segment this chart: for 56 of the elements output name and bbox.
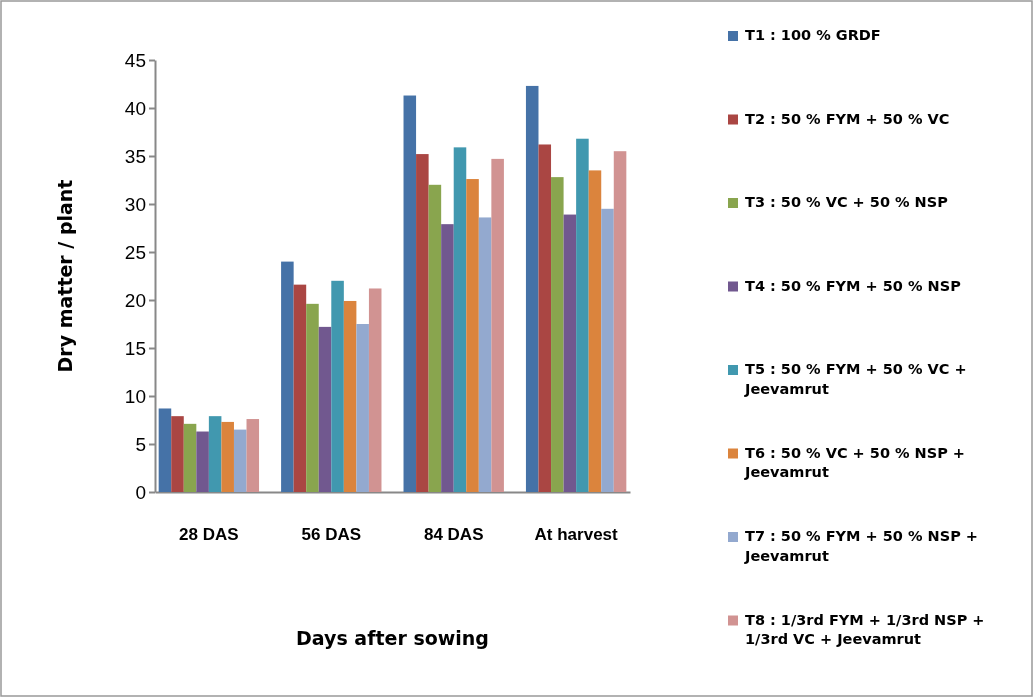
x-tick-label: 28 DAS — [179, 525, 239, 544]
bar — [613, 151, 627, 492]
bar — [368, 288, 382, 492]
x-tick-label: 84 DAS — [423, 525, 484, 544]
bar — [246, 419, 260, 492]
bar — [306, 303, 319, 492]
legend-label: T4 : 50 % FYM + 50 % NSP — [745, 277, 962, 294]
y-tick-label: 10 — [124, 385, 146, 407]
legend-label: T5 : 50 % FYM + 50 % VC + Jeevamrut — [744, 361, 967, 397]
bar — [196, 431, 209, 492]
bar — [538, 144, 552, 492]
x-tick-label: At harvest — [534, 525, 619, 544]
x-axis-title: Days after sowing — [296, 627, 489, 649]
y-tick-label: 5 — [135, 433, 146, 455]
x-tick-label: 56 DAS — [301, 525, 362, 544]
y-tick-label: 30 — [124, 193, 146, 215]
legend-label: T1 : 100 % GRDF — [745, 27, 881, 43]
legend-label: T7 : 50 % FYM + 50 % NSP + Jeevamrut — [744, 528, 978, 564]
legend-label: T6 : 50 % VC + 50 % NSP + Jeevamrut — [744, 444, 965, 481]
legend-label: T3 : 50 % VC + 50 % NSP — [745, 194, 949, 210]
bar — [343, 300, 357, 492]
bar — [491, 158, 504, 492]
bar — [428, 184, 442, 492]
bar — [208, 416, 222, 492]
bar — [563, 214, 577, 492]
y-tick-label: 45 — [124, 49, 146, 71]
bar — [318, 326, 332, 492]
y-tick-label: 0 — [135, 481, 146, 503]
legend-label: T2 : 50 % FYM + 50 % VC — [745, 110, 950, 127]
bar — [233, 429, 247, 492]
bar — [601, 208, 614, 492]
bar — [576, 138, 589, 492]
bar — [183, 423, 197, 492]
bar — [525, 85, 539, 492]
y-tick-label: 35 — [124, 145, 146, 167]
bar — [356, 324, 369, 492]
bar — [551, 177, 564, 492]
y-tick-label: 15 — [124, 337, 146, 359]
bar — [403, 95, 417, 492]
bar — [416, 154, 429, 492]
bar — [221, 421, 234, 492]
bar — [158, 408, 172, 492]
y-axis-title: Dry matter / plant — [54, 179, 76, 373]
bar — [441, 224, 454, 492]
bar — [281, 261, 294, 492]
bar — [331, 280, 344, 492]
bar — [466, 179, 479, 492]
bar — [293, 284, 307, 492]
bar — [588, 170, 602, 492]
bar — [453, 147, 467, 492]
bar — [171, 416, 184, 492]
legend-label: T8 : 1/3rd FYM + 1/3rd NSP + 1/3rd VC + Jeevamrut — [745, 611, 985, 648]
y-tick-label: 40 — [124, 97, 146, 119]
y-tick-label: 25 — [124, 241, 146, 263]
bar — [478, 217, 492, 492]
y-tick-label: 20 — [124, 289, 146, 311]
